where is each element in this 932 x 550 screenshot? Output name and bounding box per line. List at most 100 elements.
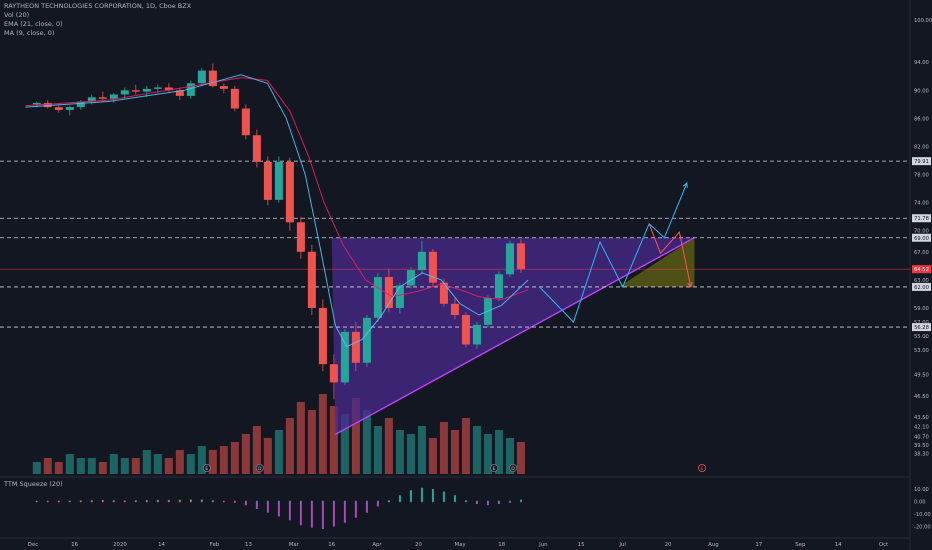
volume-bar (98, 462, 107, 474)
price-tick-label: 39.50 (914, 443, 929, 449)
volume-bar (384, 418, 393, 474)
squeeze-dot (299, 500, 302, 503)
level-label: 69.00 (914, 236, 929, 242)
squeeze-tick-label: -10.00 (914, 512, 931, 518)
time-tick-label: 13 (245, 542, 252, 548)
level-label-box (912, 157, 931, 166)
candle-body (252, 135, 261, 162)
time-tick-label: Jun (538, 542, 547, 548)
candle-body (340, 331, 349, 383)
price-tick-label: 70.00 (914, 229, 929, 235)
squeeze-dot (90, 500, 93, 503)
time-tick-label: Jul (618, 542, 626, 548)
candle-body (43, 102, 52, 108)
candle-body (505, 243, 514, 275)
price-tick-label: 49.50 (914, 373, 929, 379)
time-tick-label: Dec (28, 542, 38, 548)
candle-body (230, 88, 239, 109)
volume-bar (351, 398, 360, 474)
moving-averages (25, 74, 529, 348)
time-tick-label: Sep (795, 542, 806, 548)
candle-body (142, 88, 151, 92)
squeeze-dot (145, 500, 148, 503)
projection-alt-arrow (687, 281, 693, 289)
level-label: 79.91 (914, 159, 929, 165)
squeeze-dot (410, 500, 412, 503)
volume-bar (450, 430, 459, 474)
level-label-box (912, 323, 931, 332)
time-tick-label: 14 (835, 542, 842, 548)
volume-bar (516, 442, 525, 474)
volume-bar (483, 434, 492, 474)
candle-body (153, 87, 162, 89)
time-tick-label: Apr (372, 542, 382, 548)
volume-bar (32, 462, 41, 474)
level-lines: 79.91 71.78 69.00 62.00 56.28 64.52 (0, 157, 931, 332)
volume-bar (274, 430, 283, 474)
indicator-ema[interactable]: EMA (21, close, 0) (4, 20, 63, 28)
level-label: 71.78 (914, 216, 929, 222)
time-tick-label: 17 (755, 542, 762, 548)
time-tick-label: Mar (289, 542, 300, 548)
squeeze-dot (255, 500, 258, 503)
projection-alt-path (648, 223, 692, 288)
squeeze-dot (101, 500, 104, 503)
squeeze-dot (498, 500, 500, 503)
candle-body (296, 222, 305, 252)
squeeze-dot (487, 500, 489, 503)
volume-bar (340, 414, 349, 474)
volume-bar (373, 426, 382, 474)
squeeze-tick-label: 10.00 (914, 487, 929, 493)
candle-body (131, 90, 140, 92)
price-tick-label: 74.00 (914, 201, 929, 207)
time-tick-label: 16 (71, 542, 78, 548)
candle-body (362, 317, 371, 363)
candle-body (197, 70, 206, 84)
volume-bar (76, 458, 85, 474)
candle-body (395, 285, 404, 308)
squeeze-dot (68, 500, 71, 503)
squeeze-dot (509, 500, 511, 503)
candle-body (406, 270, 415, 286)
volume-bar (417, 426, 426, 474)
grid-layer (0, 0, 911, 550)
volume-bar (54, 462, 63, 474)
volume-bar (65, 454, 74, 474)
indicator-ma[interactable]: MA (9, close, 0) (4, 29, 55, 37)
squeeze-dot (277, 500, 280, 503)
squeeze-dot (35, 500, 38, 503)
event-marker-label: E (701, 466, 704, 472)
candle-body (54, 107, 63, 110)
candle-body (98, 97, 107, 99)
volume-bar (252, 426, 261, 474)
squeeze-dot (354, 500, 357, 503)
squeeze-dot (377, 500, 379, 503)
volume-bar (494, 430, 503, 474)
candle-body (494, 274, 503, 299)
volume-bar (230, 442, 239, 474)
time-tick-label: 18 (498, 542, 505, 548)
indicator-squeeze[interactable]: TTM Squeeze (20) (4, 480, 63, 488)
squeeze-dot (156, 500, 159, 503)
squeeze-dot (200, 500, 203, 503)
candle-body (373, 277, 382, 318)
volume-bar (472, 426, 481, 474)
event-marker-label: D (511, 466, 515, 472)
event-marker-label: E (205, 466, 208, 472)
projection-layer (539, 181, 693, 323)
level-label-box (912, 282, 931, 291)
squeeze-dot (310, 500, 313, 503)
volume-bar (87, 458, 96, 474)
candle-body (450, 303, 459, 316)
volume-bar (285, 418, 294, 474)
volume-bar (197, 446, 206, 474)
price-tick-label: 94.00 (914, 60, 929, 66)
candle-body (274, 161, 283, 200)
indicator-volume[interactable]: Vol (20) (4, 11, 30, 19)
volume-bar (219, 446, 228, 474)
volume-bar (428, 438, 437, 474)
volume-bar (175, 450, 184, 474)
volume-bar (318, 394, 327, 474)
